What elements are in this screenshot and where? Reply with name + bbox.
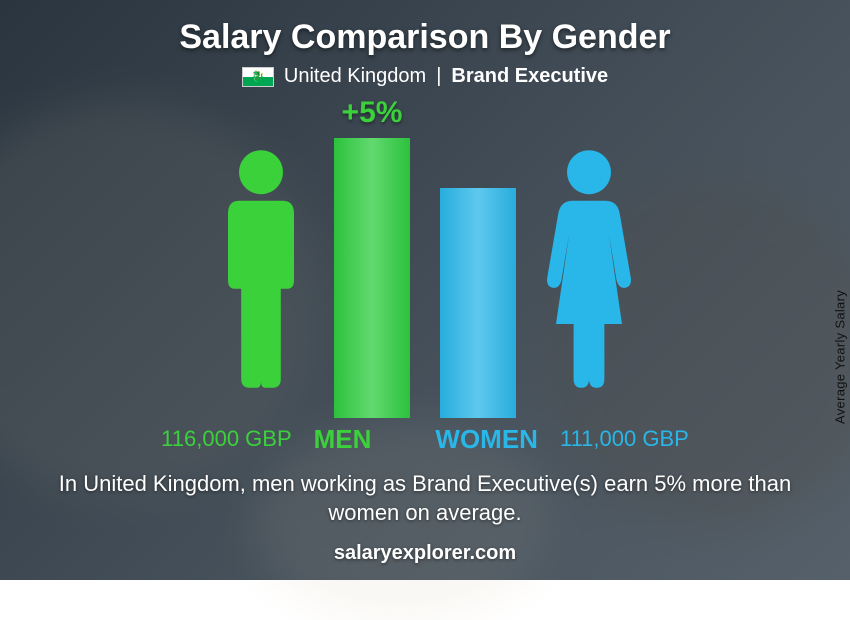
location-text: United Kingdom [284,65,426,88]
men-label: MEN [314,424,372,455]
job-title: Brand Executive [451,65,608,88]
women-bar-wrap [440,98,516,418]
page-title: Salary Comparison By Gender [179,18,670,57]
chart-inner: +5% [206,98,644,418]
separator: | [436,65,441,88]
men-bar [334,138,410,418]
men-salary: 116,000 GBP [161,426,291,452]
woman-svg [534,148,644,390]
footer-text: salaryexplorer.com [334,542,516,565]
labels-row: 116,000 GBP MEN WOMEN 111,000 GBP [30,424,820,455]
infographic-container: Salary Comparison By Gender United Kingd… [0,0,850,580]
women-salary: 111,000 GBP [560,426,689,452]
content: Salary Comparison By Gender United Kingd… [0,0,850,580]
summary-text: In United Kingdom, men working as Brand … [45,469,805,528]
yaxis-label: Average Yearly Salary [833,290,848,424]
female-icon [534,148,644,418]
male-icon [206,148,316,418]
diff-label: +5% [342,96,403,130]
men-bar-wrap: +5% [334,98,410,418]
bar-group: +5% [334,98,516,418]
man-svg [206,148,316,390]
women-bar [440,188,516,418]
chart-area: +5% [30,98,820,418]
women-label: WOMEN [435,424,538,455]
flag-icon [242,67,274,87]
subtitle-row: United Kingdom | Brand Executive [242,65,608,88]
